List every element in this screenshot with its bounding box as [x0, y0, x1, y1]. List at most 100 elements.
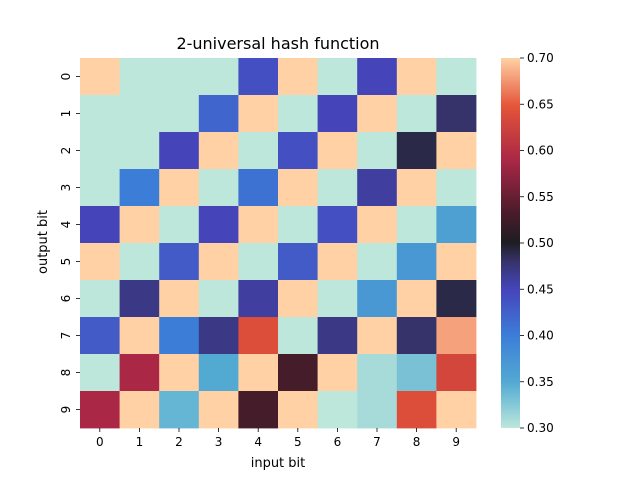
heatmap-cell-r0-c5: [278, 58, 318, 96]
heatmap-cell-r4-c6: [317, 206, 358, 244]
heatmap-cell-r7-c5: [278, 317, 318, 355]
heatmap-cell-r9-c0: [80, 391, 120, 429]
heatmap-cell-r4-c5: [278, 206, 318, 244]
x-tick-label: 6: [334, 435, 342, 449]
heatmap-cell-r3-c3: [198, 169, 239, 207]
heatmap-cell-r8-c1: [119, 354, 160, 392]
y-tick-label: 2: [59, 147, 73, 155]
heatmap-cell-r8-c2: [159, 354, 200, 392]
heatmap-cell-r8-c6: [317, 354, 358, 392]
heatmap-cell-r5-c1: [119, 243, 160, 281]
x-axis-label: input bit: [251, 456, 306, 471]
heatmap-cell-r7-c3: [198, 317, 239, 355]
colorbar-tick-label: 0.40: [527, 329, 554, 343]
y-tick-label: 8: [59, 369, 73, 377]
heatmap-cell-r4-c7: [357, 206, 398, 244]
heatmap-cell-r5-c7: [357, 243, 398, 281]
y-tick-label: 3: [59, 184, 73, 192]
x-tick-label: 5: [294, 435, 302, 449]
heatmap-cell-r8-c3: [198, 354, 239, 392]
heatmap-cell-r7-c2: [159, 317, 200, 355]
heatmap-cell-r3-c7: [357, 169, 398, 207]
heatmap-cell-r8-c8: [396, 354, 437, 392]
colorbar-tick-label: 0.45: [527, 282, 554, 296]
heatmap-cell-r5-c4: [238, 243, 279, 281]
heatmap-cell-r5-c5: [278, 243, 318, 281]
heatmap-cell-r8-c9: [436, 354, 477, 392]
heatmap-cell-r1-c4: [238, 95, 279, 133]
heatmap-cell-r3-c5: [278, 169, 318, 207]
colorbar-tick-label: 0.65: [527, 97, 554, 111]
colorbar-tick-label: 0.70: [527, 51, 554, 65]
heatmap-cell-r9-c1: [119, 391, 160, 429]
heatmap-cells: [80, 58, 477, 429]
heatmap-cell-r5-c9: [436, 243, 477, 281]
heatmap-cell-r4-c8: [396, 206, 437, 244]
y-axis-ticks: 0 1 2 3 4 5 6 7 8 9: [59, 73, 80, 414]
heatmap-cell-r7-c7: [357, 317, 398, 355]
heatmap-cell-r1-c9: [436, 95, 477, 133]
heatmap-cell-r2-c7: [357, 132, 398, 170]
heatmap-cell-r6-c3: [198, 280, 239, 318]
heatmap-cell-r6-c1: [119, 280, 160, 318]
colorbar-ticks: 0.30 0.35 0.40 0.45 0.50 0.55 0.60 0.65 0.70: [520, 51, 554, 435]
x-tick-label: 1: [136, 435, 144, 449]
heatmap-cell-r2-c9: [436, 132, 477, 170]
heatmap-cell-r9-c2: [159, 391, 200, 429]
heatmap-cell-r6-c9: [436, 280, 477, 318]
y-tick-label: 7: [59, 332, 73, 340]
heatmap-cell-r1-c6: [317, 95, 358, 133]
colorbar-tick-label: 0.55: [527, 190, 554, 204]
heatmap-cell-r7-c8: [396, 317, 437, 355]
heatmap-cell-r0-c6: [317, 58, 358, 96]
heatmap-cell-r9-c4: [238, 391, 279, 429]
heatmap-cell-r2-c4: [238, 132, 279, 170]
heatmap-cell-r4-c1: [119, 206, 160, 244]
y-tick-label: 5: [59, 258, 73, 266]
heatmap-cell-r2-c0: [80, 132, 120, 170]
heatmap-cell-r3-c1: [119, 169, 160, 207]
heatmap-cell-r1-c2: [159, 95, 200, 133]
heatmap-cell-r2-c2: [159, 132, 200, 170]
heatmap-cell-r6-c8: [396, 280, 437, 318]
heatmap-cell-r0-c0: [80, 58, 120, 96]
y-axis-label: output bit: [36, 210, 51, 274]
y-tick-label: 0: [59, 73, 73, 81]
y-tick-label: 1: [59, 110, 73, 118]
x-tick-label: 2: [175, 435, 183, 449]
x-tick-label: 3: [215, 435, 223, 449]
heatmap-cell-r4-c3: [198, 206, 239, 244]
heatmap-cell-r0-c9: [436, 58, 477, 96]
heatmap-cell-r4-c2: [159, 206, 200, 244]
chart-title: 2-universal hash function: [176, 34, 379, 53]
heatmap-cell-r3-c2: [159, 169, 200, 207]
heatmap-cell-r7-c1: [119, 317, 160, 355]
heatmap-cell-r5-c6: [317, 243, 358, 281]
heatmap-cell-r0-c7: [357, 58, 398, 96]
heatmap-cell-r1-c3: [198, 95, 239, 133]
heatmap-cell-r2-c6: [317, 132, 358, 170]
heatmap-cell-r3-c0: [80, 169, 120, 207]
y-tick-label: 9: [59, 406, 73, 414]
heatmap-cell-r9-c7: [357, 391, 398, 429]
heatmap-cell-r6-c2: [159, 280, 200, 318]
x-tick-label: 8: [413, 435, 421, 449]
heatmap-cell-r9-c5: [278, 391, 318, 429]
heatmap-cell-r8-c7: [357, 354, 398, 392]
heatmap-cell-r6-c0: [80, 280, 120, 318]
heatmap-cell-r1-c7: [357, 95, 398, 133]
heatmap-cell-r9-c9: [436, 391, 477, 429]
heatmap-cell-r0-c3: [198, 58, 239, 96]
colorbar-tick-label: 0.30: [527, 421, 554, 435]
heatmap-cell-r6-c4: [238, 280, 279, 318]
heatmap-cell-r1-c1: [119, 95, 160, 133]
heatmap-cell-r6-c6: [317, 280, 358, 318]
heatmap-cell-r8-c4: [238, 354, 279, 392]
heatmap-cell-r9-c6: [317, 391, 358, 429]
heatmap-cell-r2-c8: [396, 132, 437, 170]
heatmap-cell-r9-c8: [396, 391, 437, 429]
heatmap-cell-r3-c8: [396, 169, 437, 207]
heatmap-cell-r2-c1: [119, 132, 160, 170]
heatmap-cell-r4-c0: [80, 206, 120, 244]
